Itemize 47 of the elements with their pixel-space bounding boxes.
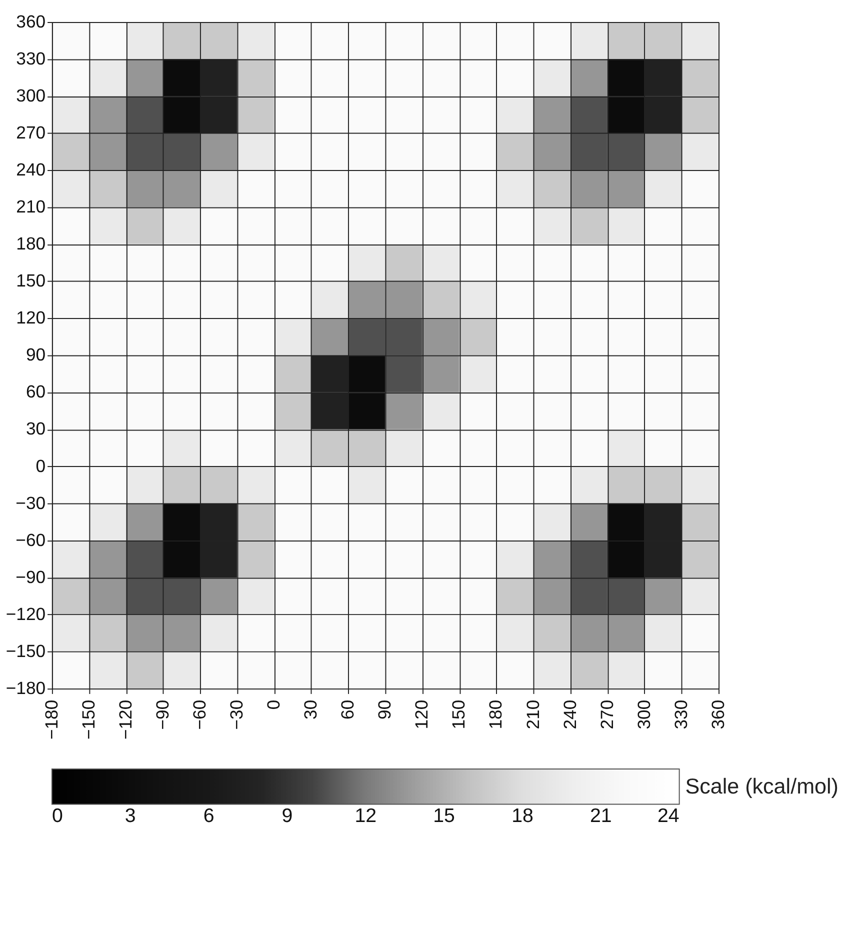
- color-bar-label: 9: [282, 804, 293, 827]
- x-tick-label: 240: [560, 700, 580, 730]
- y-tick-label: −120: [6, 604, 46, 624]
- y-tick-label: −150: [6, 640, 46, 661]
- y-tick-label: 330: [16, 48, 46, 68]
- color-bar-label: 18: [512, 804, 534, 827]
- x-tick-label: 210: [522, 700, 543, 730]
- color-bar-label: 12: [354, 804, 377, 827]
- x-tick-label: 150: [448, 700, 469, 730]
- y-tick-label: −180: [6, 678, 46, 698]
- y-tick-label: 120: [16, 308, 46, 328]
- y-tick-label: −90: [16, 566, 46, 587]
- y-tick-label: 180: [16, 234, 46, 254]
- x-tick-label: 30: [300, 700, 321, 720]
- y-tick-label: −60: [16, 530, 46, 550]
- x-tick-label: 360: [708, 700, 728, 730]
- color-bar-title: Scale (kcal/mol): [685, 773, 838, 798]
- y-tick-label: 360: [16, 11, 46, 32]
- color-bar-label: 15: [433, 804, 456, 827]
- y-tick-label: 60: [26, 382, 46, 402]
- color-bar-label: 3: [124, 804, 136, 827]
- x-tick-label: −60: [189, 700, 210, 730]
- y-tick-label: 150: [16, 270, 46, 291]
- x-tick-label: −120: [115, 700, 136, 740]
- color-bar-label: 6: [203, 804, 214, 827]
- color-bar-label: 0: [52, 804, 63, 827]
- x-tick-label: 330: [670, 700, 691, 730]
- x-tick-label: 300: [634, 700, 654, 730]
- y-tick-label: 90: [26, 344, 46, 365]
- x-tick-label: 90: [374, 700, 395, 720]
- y-tick-label: 210: [16, 196, 46, 217]
- x-tick-label: −90: [152, 700, 172, 730]
- color-bar-label: 21: [590, 804, 612, 827]
- y-tick-label: 0: [36, 456, 46, 476]
- x-tick-label: 120: [412, 700, 432, 730]
- y-tick-label: −30: [16, 492, 46, 513]
- y-tick-label: 240: [16, 160, 46, 180]
- x-tick-label: 0: [264, 700, 284, 710]
- y-tick-label: 30: [26, 418, 46, 439]
- x-tick-label: 60: [338, 700, 358, 720]
- x-tick-label: −30: [226, 700, 247, 730]
- x-tick-label: 270: [596, 700, 617, 730]
- y-tick-label: 270: [16, 122, 46, 142]
- color-bar-label: 24: [658, 804, 680, 827]
- x-tick-label: −150: [78, 700, 98, 740]
- y-tick-label: 300: [16, 85, 46, 106]
- x-tick-label: 180: [486, 700, 506, 730]
